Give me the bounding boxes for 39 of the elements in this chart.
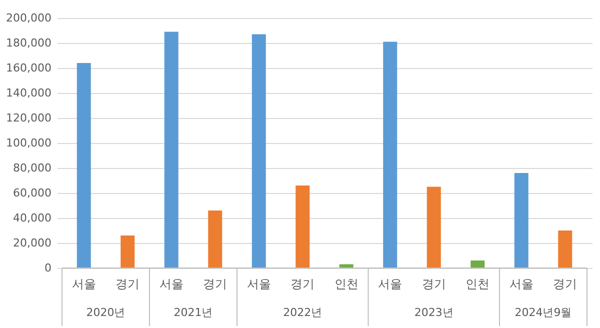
y-tick-label: 200,000 (6, 12, 52, 24)
x-tick-label: 서울 (159, 277, 184, 291)
x-tick-label: 경기 (422, 277, 446, 291)
x-tick-label: 서울 (378, 277, 402, 291)
bar (120, 236, 135, 268)
x-tick-label: 서울 (72, 277, 96, 291)
text: 2022년 (283, 306, 322, 319)
y-tick-label: 60,000 (13, 186, 52, 200)
y-tick-label: 0 (44, 262, 52, 274)
y-tick-label: 180,000 (6, 36, 52, 50)
x-tick-label: 경기 (116, 277, 140, 291)
bar (470, 260, 485, 268)
y-tick-label: 80,000 (13, 162, 52, 174)
bar (208, 210, 222, 268)
y-tick-label: 100,000 (6, 136, 52, 150)
bar (164, 32, 178, 268)
y-tick-label: 160,000 (6, 62, 52, 74)
bar (252, 34, 266, 268)
text: 2021년 (174, 306, 213, 319)
x-tick-label: 경기 (203, 277, 228, 291)
y-tick-label: 120,000 (6, 112, 52, 124)
bar (426, 186, 441, 268)
text: 2024년9월 (514, 306, 572, 319)
text: 2020년 (86, 306, 126, 319)
text: 2023년 (414, 306, 454, 319)
x-tick-label: 서울 (509, 277, 534, 291)
x-tick-label: 경기 (553, 277, 578, 291)
x-tick-label: 인천 (334, 277, 358, 291)
bar (76, 63, 91, 268)
bar (296, 186, 310, 268)
y-tick-label: 40,000 (13, 212, 52, 224)
bar (558, 230, 572, 268)
x-tick-label: 서울 (246, 277, 271, 291)
y-tick-label: 20,000 (13, 236, 52, 250)
y-tick-label: 140,000 (6, 86, 52, 100)
x-tick-label: 인천 (466, 277, 490, 291)
x-tick-label: 경기 (290, 277, 315, 291)
bar (514, 173, 528, 268)
bar (383, 42, 398, 268)
